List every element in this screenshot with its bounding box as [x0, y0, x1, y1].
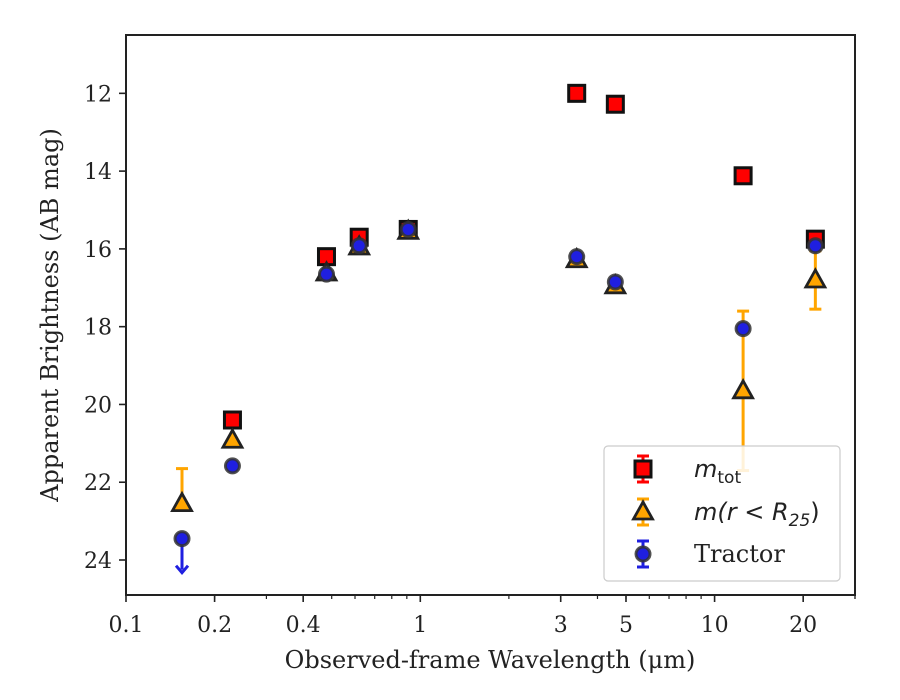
tractor-point [173, 530, 191, 548]
legend-label-sub: tot [717, 468, 741, 488]
tractor-point [606, 273, 624, 291]
legend-label-main: Tractor [694, 540, 785, 568]
legend-label-main: m [694, 455, 717, 483]
legend-marker-mr25 [631, 499, 655, 521]
legend-label-mr25: m(r < R25) [694, 498, 820, 531]
tractor-point [734, 320, 752, 338]
data-points [170, 83, 828, 548]
tractor-point [223, 457, 241, 475]
legend-label-main: m(r < R [694, 498, 789, 526]
x-tick-label: 10 [701, 613, 729, 638]
tractor-point [399, 220, 417, 238]
tractor-point [806, 237, 824, 255]
y-tick-label: 24 [84, 549, 112, 574]
tractor-point [317, 265, 335, 283]
x-tick-label: 5 [619, 613, 633, 638]
legend-label-sub: 25 [789, 511, 811, 531]
mr25-point [803, 267, 828, 289]
mtot-point [605, 94, 625, 114]
axis-ticks: 0.1 0.2 0.4 1 3 5 10 20 12 14 16 18 20 22 24 [84, 82, 856, 638]
legend-label-tail: ) [810, 498, 819, 526]
plot-frame [125, 34, 856, 596]
tractor-point [350, 237, 368, 255]
legend-marker-mtot [633, 459, 653, 479]
legend-label-tractor: Tractor [694, 540, 785, 568]
x-axis-title: Observed-frame Wavelength (μm) [285, 646, 696, 674]
y-tick-label: 20 [84, 393, 112, 418]
x-tick-label: 0.4 [286, 613, 321, 638]
mr25-point [731, 377, 755, 400]
legend-box [603, 445, 841, 582]
tractor-limit-arrow-head [174, 564, 190, 575]
x-tick-label: 20 [789, 613, 817, 638]
y-tick-label: 14 [84, 160, 112, 185]
tractor-point [568, 248, 586, 266]
y-tick-label: 16 [84, 238, 112, 263]
mr25-point [220, 427, 245, 449]
y-tick-label: 18 [84, 316, 112, 341]
x-tick-label: 0.2 [197, 613, 232, 638]
mtot-point [567, 83, 587, 103]
x-tick-label: 3 [554, 613, 568, 638]
mtot-point [733, 166, 753, 186]
y-tick-label: 22 [84, 471, 112, 496]
x-tick-label: 1 [413, 613, 427, 638]
legend: mtot m(r < R25) Tractor [603, 445, 841, 582]
x-tick-label: 0.1 [109, 613, 144, 638]
legend-marker-tractor [634, 545, 652, 563]
y-tick-label: 12 [84, 82, 112, 107]
mr25-point [170, 490, 194, 513]
mtot-point [222, 410, 242, 430]
y-axis-title: Apparent Brightness (AB mag) [36, 128, 64, 503]
legend-label-mtot: mtot [694, 455, 741, 488]
